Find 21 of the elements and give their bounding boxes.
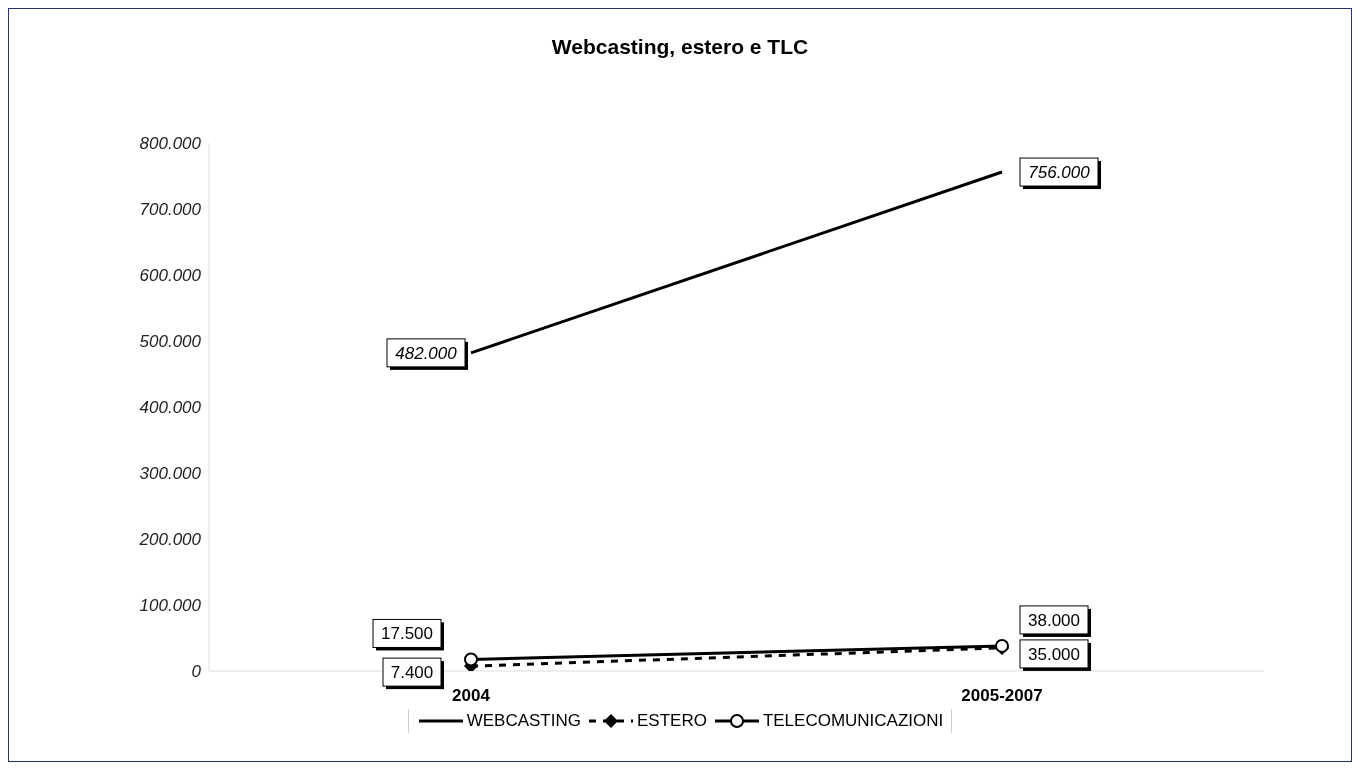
legend-label: TELECOMUNICAZIONI [762,711,944,731]
y-tick-label: 600.000 [139,266,202,286]
y-tick-label: 400.000 [139,398,202,418]
x-tick-label: 2004 [452,686,491,706]
data-label: 756.000 [1028,163,1091,183]
x-tick-label: 2005-2007 [961,686,1043,706]
chart-title: Webcasting, estero e TLC [550,35,810,59]
data-label: 35.000 [1028,644,1080,664]
legend-label: WEBCASTING [466,711,581,731]
legend-label: ESTERO [636,711,707,731]
y-tick-label: 200.000 [138,530,202,550]
data-label: 482.000 [395,343,458,363]
y-tick-label: 500.000 [139,332,202,352]
data-label: 17.500 [381,624,433,644]
y-tick-label: 300.000 [139,464,202,484]
y-tick-label: 700.000 [139,200,202,220]
y-tick-label: 100.000 [139,596,202,616]
data-label: 38.000 [1028,610,1080,630]
y-tick-label: 0 [191,662,202,682]
data-label: 7.400 [390,663,434,683]
y-tick-label: 800.000 [139,134,202,154]
